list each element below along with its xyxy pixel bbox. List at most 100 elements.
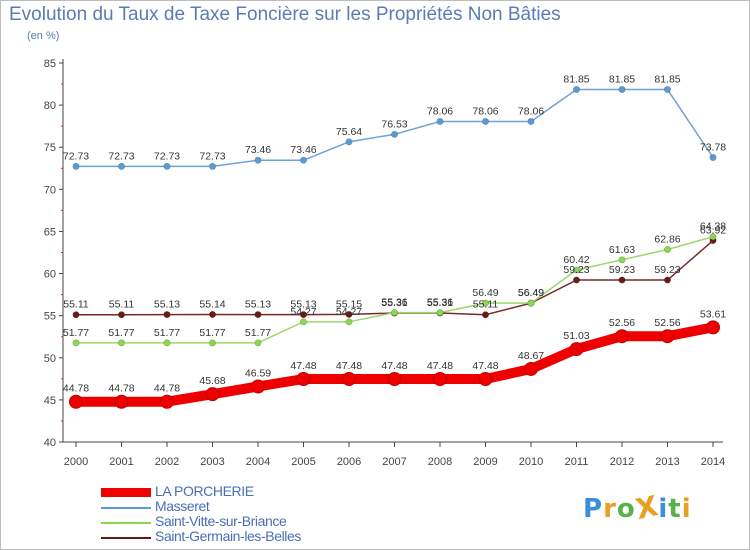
data-label: 56.49 — [518, 287, 544, 299]
data-point — [390, 309, 398, 317]
data-point — [160, 394, 174, 409]
data-point — [663, 276, 671, 284]
data-point — [660, 329, 675, 344]
data-point — [254, 311, 262, 319]
y-tick-label: 75 — [44, 142, 56, 154]
x-tick-label: 2000 — [64, 456, 88, 468]
logo-letter: o — [616, 494, 636, 524]
logo-letter: i — [658, 494, 669, 524]
data-point — [524, 361, 538, 376]
y-tick-label: 85 — [44, 58, 56, 70]
proxiti-logo: ProXiti — [583, 489, 692, 526]
legend-label: Saint-Germain-les-Belles — [155, 528, 302, 544]
logo-letter: X — [632, 489, 662, 526]
data-point — [205, 387, 220, 402]
data-point — [706, 320, 720, 335]
data-point — [72, 162, 80, 170]
data-point — [390, 130, 398, 138]
data-point — [436, 309, 444, 317]
data-label: 51.77 — [199, 327, 225, 339]
y-tick-label: 70 — [44, 184, 56, 196]
legend-swatch — [101, 507, 151, 509]
series-saint-vitte-sur-briance — [72, 233, 717, 347]
x-tick-label: 2010 — [519, 456, 543, 468]
data-point — [209, 339, 217, 347]
data-label: 73.46 — [245, 144, 271, 156]
data-label: 47.48 — [290, 360, 316, 372]
chart-title: Evolution du Taux de Taxe Foncière sur l… — [9, 4, 561, 25]
y-tick-label: 65 — [44, 226, 56, 238]
data-label: 72.73 — [154, 150, 180, 162]
data-point — [572, 276, 580, 284]
data-label: 78.06 — [518, 105, 544, 117]
data-label: 63.92 — [700, 225, 726, 237]
y-tick-label: 80 — [44, 100, 56, 112]
data-point — [527, 299, 535, 307]
x-tick-label: 2012 — [610, 456, 634, 468]
data-point — [527, 117, 535, 125]
y-tick-label: 60 — [44, 269, 56, 281]
data-label: 51.77 — [63, 327, 89, 339]
x-tick-label: 2013 — [655, 456, 679, 468]
data-label: 72.73 — [108, 150, 134, 162]
data-label: 47.48 — [381, 360, 407, 372]
data-label: 72.73 — [63, 150, 89, 162]
data-label: 55.13 — [290, 299, 316, 311]
data-label: 55.36 — [381, 297, 407, 309]
data-point — [299, 156, 307, 164]
data-point — [72, 339, 80, 347]
data-label: 44.78 — [63, 383, 89, 395]
data-point — [615, 329, 629, 344]
data-point — [251, 379, 265, 394]
data-label: 55.15 — [336, 298, 362, 310]
logo-letter: P — [583, 494, 604, 524]
data-label: 52.56 — [609, 317, 635, 329]
data-label: 73.46 — [290, 144, 316, 156]
data-label: 59.23 — [563, 264, 589, 276]
data-point — [69, 394, 83, 409]
data-label: 51.77 — [108, 327, 134, 339]
data-point — [618, 256, 626, 264]
data-point — [254, 339, 262, 347]
x-tick-label: 2006 — [337, 456, 361, 468]
data-label: 60.42 — [563, 254, 589, 266]
data-label: 51.77 — [245, 327, 271, 339]
legend-label: Masseret — [155, 498, 210, 514]
data-label: 55.36 — [427, 297, 453, 309]
data-label: 53.61 — [700, 308, 726, 320]
data-point — [345, 318, 353, 326]
y-tick-label: 50 — [44, 353, 56, 365]
data-point — [663, 245, 671, 253]
logo-letter: i — [681, 494, 692, 524]
data-label: 59.23 — [654, 264, 680, 276]
x-tick-label: 2001 — [109, 456, 133, 468]
data-label: 44.78 — [154, 383, 180, 395]
data-label: 52.56 — [654, 317, 680, 329]
data-labels-layer: 72.73 72.73 72.73 72.73 73.46 73.46 75.64 76.53… — [63, 74, 726, 395]
data-label: 55.31 — [427, 297, 453, 309]
legend-label: Saint-Vitte-sur-Briance — [155, 513, 287, 529]
data-label: 48.67 — [518, 350, 544, 362]
logo-letter: t — [668, 494, 682, 524]
data-point — [163, 339, 171, 347]
x-tick-label: 2011 — [565, 456, 589, 468]
data-point — [118, 162, 126, 170]
data-point — [481, 299, 489, 307]
data-point — [481, 311, 489, 319]
y-axis-unit-label: (en %) — [27, 30, 60, 42]
data-label: 51.03 — [563, 330, 589, 342]
legend-swatch — [101, 488, 151, 497]
data-point — [209, 162, 217, 170]
data-label: 64.38 — [700, 221, 726, 233]
data-label: 55.13 — [154, 299, 180, 311]
logo-letter: r — [603, 494, 617, 524]
x-tick-label: 2014 — [701, 456, 725, 468]
data-point — [478, 372, 493, 387]
x-tick-label: 2007 — [382, 456, 406, 468]
x-tick-label: 2008 — [428, 456, 452, 468]
data-point — [299, 318, 307, 326]
data-label: 59.23 — [609, 264, 635, 276]
data-label: 46.59 — [245, 367, 271, 379]
data-label: 55.14 — [199, 298, 225, 310]
